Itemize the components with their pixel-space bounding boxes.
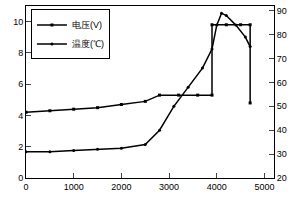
svg-text:5000: 5000 (254, 182, 274, 192)
svg-text:3000: 3000 (159, 182, 179, 192)
svg-text:40: 40 (277, 125, 287, 135)
svg-text:80: 80 (277, 30, 287, 40)
svg-text:4000: 4000 (207, 182, 227, 192)
svg-text:10: 10 (13, 17, 23, 27)
svg-text:70: 70 (277, 54, 287, 64)
svg-text:8: 8 (18, 48, 23, 58)
svg-text:50: 50 (277, 101, 287, 111)
svg-text:2000: 2000 (111, 182, 131, 192)
svg-text:30: 30 (277, 149, 287, 159)
svg-text:电压(V): 电压(V) (72, 20, 102, 30)
svg-text:0: 0 (23, 182, 28, 192)
svg-text:90: 90 (277, 6, 287, 16)
svg-text:1000: 1000 (64, 182, 84, 192)
svg-text:20: 20 (277, 173, 287, 183)
svg-text:4: 4 (18, 111, 23, 121)
svg-text:0: 0 (18, 173, 23, 183)
svg-text:温度(℃): 温度(℃) (72, 39, 104, 49)
svg-text:2: 2 (18, 142, 23, 152)
svg-text:60: 60 (277, 78, 287, 88)
svg-text:6: 6 (18, 79, 23, 89)
